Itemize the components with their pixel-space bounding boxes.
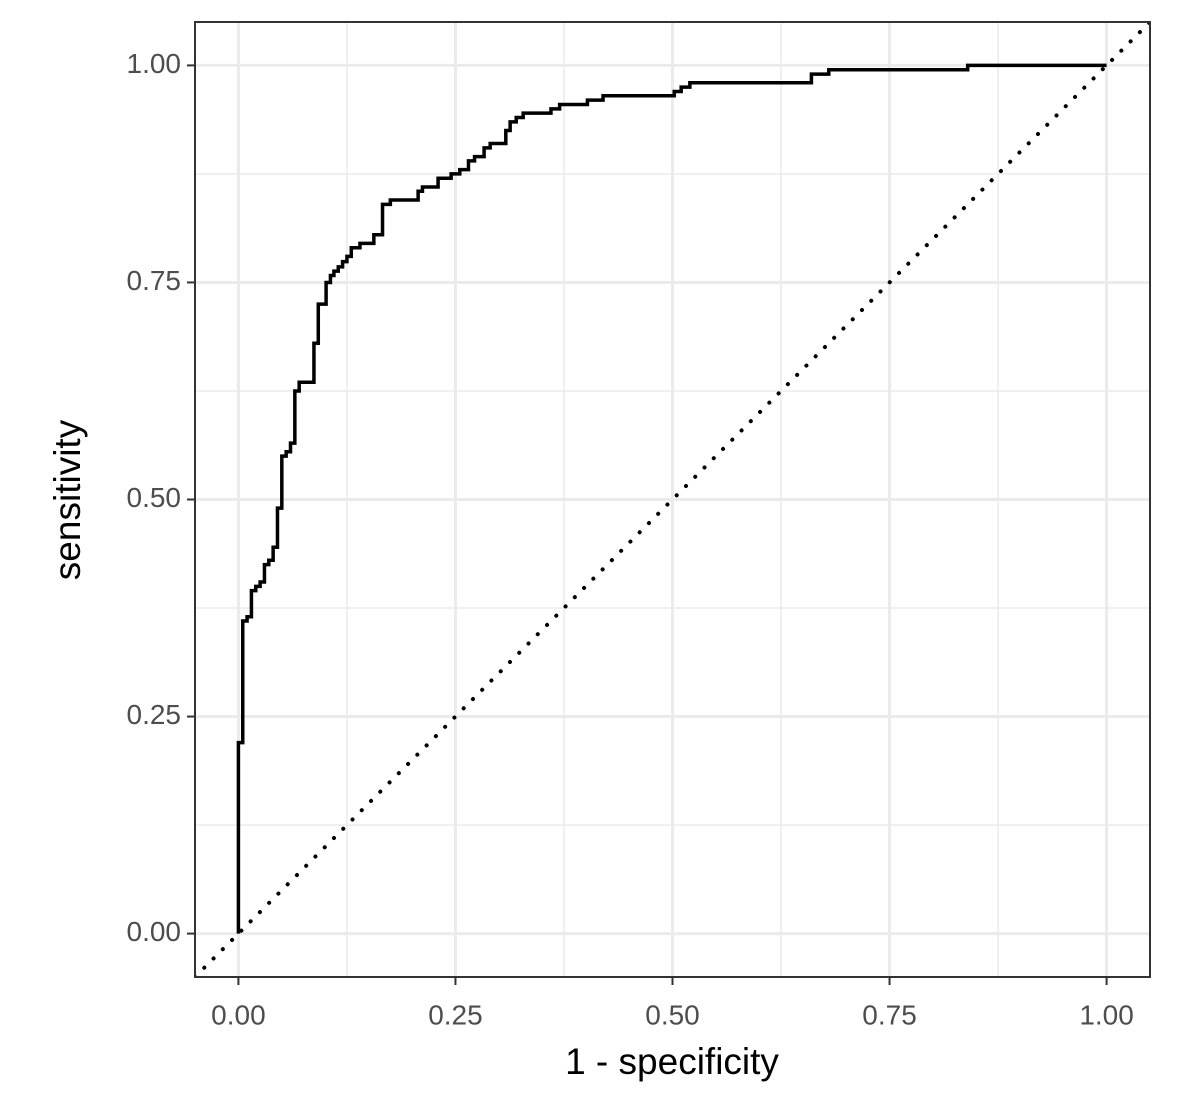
roc-curve <box>236 63 1107 934</box>
y-tick-label: 0.50 <box>127 482 182 513</box>
axes: 0.00 0.25 0.50 0.75 1.00 0.00 0.25 0.50 0.75 1.00 <box>127 48 1134 1031</box>
y-axis-title: sensitivity <box>47 419 88 580</box>
grid <box>195 22 1150 977</box>
y-tick-label: 0.00 <box>127 916 182 947</box>
x-axis-title: 1 - specificity <box>565 1041 779 1082</box>
reference-line <box>195 22 1150 977</box>
x-tick-label: 1.00 <box>1079 999 1134 1030</box>
y-tick-label: 0.25 <box>127 699 182 730</box>
y-tick-label: 1.00 <box>127 48 182 79</box>
x-tick-label: 0.75 <box>862 999 917 1030</box>
marks <box>195 22 1150 977</box>
y-tick-label: 0.75 <box>127 265 182 296</box>
x-tick-label: 0.50 <box>645 999 700 1030</box>
x-tick-label: 0.00 <box>211 999 266 1030</box>
x-tick-label: 0.25 <box>428 999 483 1030</box>
